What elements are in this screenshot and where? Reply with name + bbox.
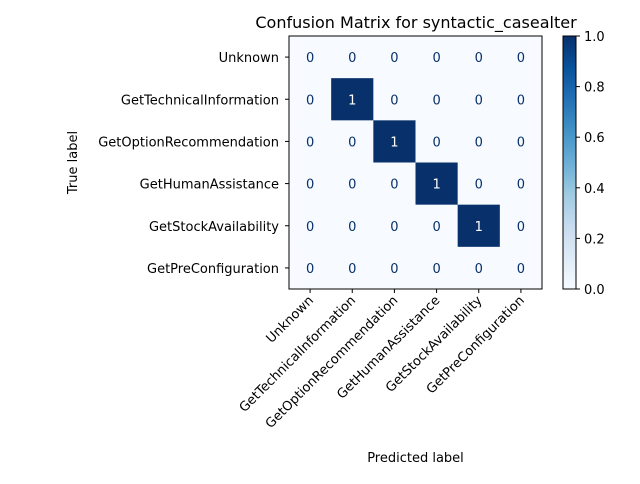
cell-value-label: 0 — [517, 93, 525, 108]
cell-value-label: 0 — [517, 135, 525, 150]
heatmap-cell — [373, 204, 416, 248]
cell-value-label: 0 — [390, 51, 398, 66]
y-tick-label: GetHumanAssistance — [140, 178, 279, 193]
cell-value-label: 1 — [348, 93, 356, 108]
heatmap-cell — [499, 246, 543, 290]
heatmap-cell — [499, 36, 543, 79]
cell-value-label: 0 — [432, 51, 440, 66]
chart-title: Confusion Matrix for syntactic_casealter — [255, 13, 577, 33]
cell-value-label: 1 — [390, 135, 398, 150]
heatmap-cell — [373, 36, 416, 79]
heatmap-cell — [373, 162, 416, 206]
y-tick-label: GetOptionRecommendation — [98, 135, 279, 150]
heatmap-cell — [289, 78, 332, 121]
y-tick-label: GetPreConfiguration — [147, 262, 279, 277]
plot-frame — [288, 35, 543, 290]
colorbar-tick-label: 0.0 — [584, 283, 605, 298]
cell-value-label: 0 — [475, 178, 483, 193]
x-axis-label: Predicted label — [367, 451, 464, 466]
y-tick-label: GetStockAvailability — [149, 220, 279, 235]
cell-value-label: 0 — [306, 220, 314, 235]
cell-value-label: 0 — [306, 135, 314, 150]
colorbar-tick-label: 0.4 — [584, 182, 605, 197]
cell-value-label: 0 — [390, 93, 398, 108]
x-tick-labels: UnknownGetTechnicalInformationGetOptionR… — [237, 289, 528, 432]
heatmap-cell — [331, 120, 374, 163]
cell-value-label: 0 — [475, 262, 483, 277]
cell-value-label: 0 — [517, 220, 525, 235]
heatmap-cell — [457, 36, 501, 79]
heatmap-cell — [289, 36, 332, 79]
cell-value-label: 1 — [432, 178, 440, 193]
heatmap-cell — [331, 78, 374, 121]
heatmap-cell — [457, 78, 501, 121]
heatmap-cell — [499, 162, 543, 206]
cell-value-label: 0 — [348, 220, 356, 235]
cell-value-label: 0 — [390, 220, 398, 235]
colorbar-tick-label: 1.0 — [584, 30, 605, 45]
colorbar — [562, 35, 577, 290]
cell-value-label: 0 — [475, 135, 483, 150]
heatmap-cell — [289, 162, 332, 206]
cell-value-label: 0 — [306, 93, 314, 108]
cell-value-label: 0 — [517, 178, 525, 193]
heatmap-cell — [499, 204, 543, 248]
cell-value-label: 0 — [348, 51, 356, 66]
colorbar-tick-label: 0.2 — [584, 232, 605, 247]
cell-value-label: 0 — [432, 262, 440, 277]
heatmap-cells: 0 0 0 0 0 0 0 1 0 0 0 0 0 0 1 0 0 0 0 0 0 1 0 0 0 0 0 0 1 0 0 0 0 0 0 0 — [289, 36, 543, 290]
heatmap-cell — [415, 78, 459, 121]
cell-value-label: 0 — [306, 262, 314, 277]
cell-value-label: 0 — [475, 93, 483, 108]
colorbar-ticks: 0.0 0.2 0.4 0.6 0.8 1.0 — [576, 30, 605, 298]
cell-value-label: 0 — [348, 178, 356, 193]
cell-value-label: 0 — [517, 262, 525, 277]
heatmap-cell — [373, 120, 416, 163]
cell-value-label: 0 — [348, 262, 356, 277]
heatmap-cell — [457, 204, 501, 248]
heatmap-cell — [289, 120, 332, 163]
heatmap-cell — [415, 120, 459, 163]
cell-value-label: 1 — [475, 220, 483, 235]
heatmap-cell — [331, 246, 374, 290]
cell-value-label: 0 — [517, 51, 525, 66]
cell-value-label: 0 — [390, 178, 398, 193]
heatmap-cell — [331, 204, 374, 248]
colorbar-tick-label: 0.8 — [584, 81, 605, 96]
heatmap-cell — [415, 246, 459, 290]
heatmap-cell — [289, 246, 332, 290]
cell-value-label: 0 — [390, 262, 398, 277]
cell-value-label: 0 — [432, 135, 440, 150]
colorbar-tick-label: 0.6 — [584, 131, 605, 146]
heatmap-cell — [457, 246, 501, 290]
y-axis-label: True label — [66, 131, 81, 195]
cell-value-label: 0 — [432, 93, 440, 108]
cell-value-label: 0 — [348, 135, 356, 150]
heatmap-cell — [373, 78, 416, 121]
cell-value-label: 0 — [432, 220, 440, 235]
heatmap-cell — [331, 36, 374, 79]
cell-value-label: 0 — [475, 51, 483, 66]
heatmap-cell — [331, 162, 374, 206]
heatmap-cell — [499, 120, 543, 163]
cell-value-label: 0 — [306, 51, 314, 66]
heatmap-cell — [457, 162, 501, 206]
heatmap-cell — [499, 78, 543, 121]
y-tick-label: Unknown — [219, 51, 279, 66]
heatmap-cell — [415, 162, 459, 206]
y-tick-label: GetTechnicalInformation — [121, 93, 279, 108]
heatmap-cell — [373, 246, 416, 290]
heatmap-cell — [415, 204, 459, 248]
cell-value-label: 0 — [306, 178, 314, 193]
heatmap-cell — [415, 36, 459, 79]
y-tick-labels: Unknown GetTechnicalInformation GetOptionR… — [98, 51, 289, 277]
heatmap-cell — [289, 204, 332, 248]
heatmap-cell — [457, 120, 501, 163]
